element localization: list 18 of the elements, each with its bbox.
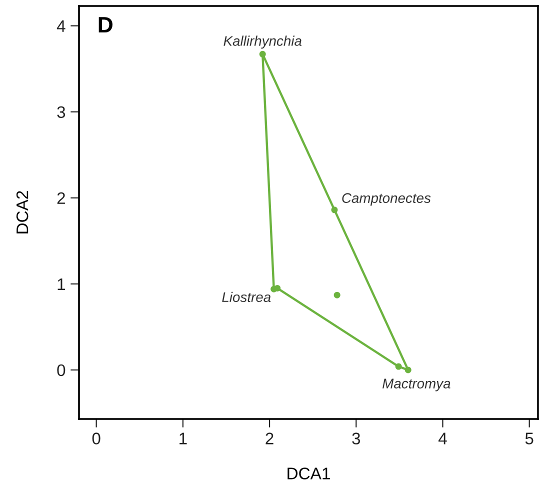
- y-tick-label: 3: [57, 106, 66, 118]
- y-tick-label: 0: [57, 364, 66, 376]
- y-tick-label: 4: [56, 20, 66, 32]
- y-tick-label: 2: [57, 192, 65, 204]
- annotation: Liostrea: [222, 292, 271, 302]
- annotation: Camptonectes: [342, 193, 431, 206]
- x-tick-label: 1: [180, 432, 187, 444]
- x-axis-title: DCA1: [288, 468, 330, 480]
- x-tick-label: 5: [525, 432, 534, 444]
- y-tick-label: 1: [58, 278, 65, 290]
- x-tick-label: 2: [266, 432, 274, 444]
- x-tick-label: 3: [352, 432, 360, 444]
- annotation: Mactromya: [382, 378, 450, 392]
- annotation: Kallirhynchia: [224, 36, 302, 49]
- chart-title: D: [98, 17, 112, 32]
- x-tick-label: 4: [438, 432, 447, 444]
- x-tick-label: 0: [92, 432, 100, 444]
- y-axis-title: DCA2: [16, 191, 28, 234]
